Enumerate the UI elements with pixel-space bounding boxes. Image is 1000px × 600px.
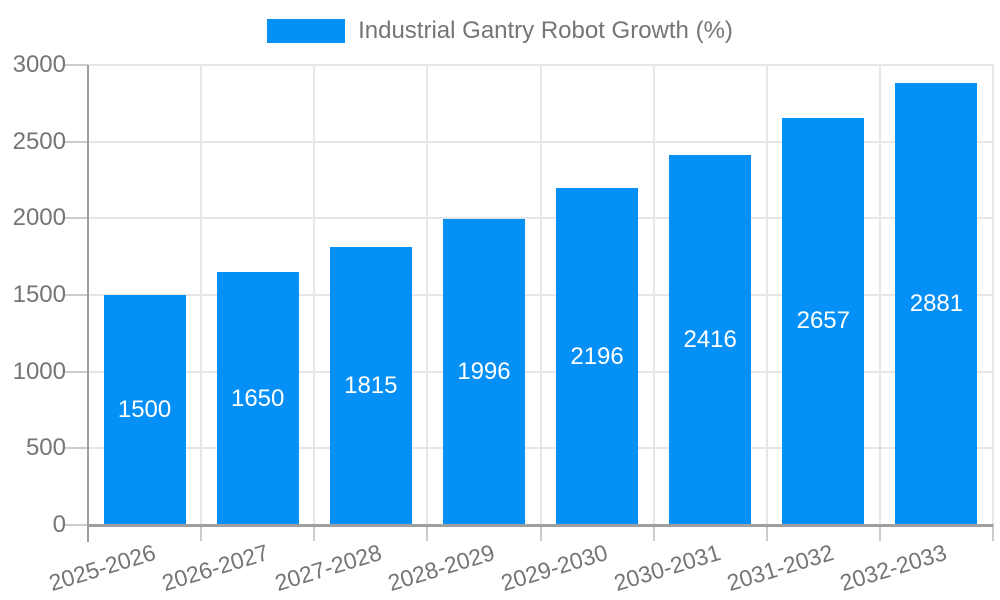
v-gridline: [313, 65, 316, 525]
v-gridline: [992, 65, 994, 525]
legend[interactable]: Industrial Gantry Robot Growth (%): [0, 17, 1000, 45]
bar-value-label: 2416: [683, 325, 737, 353]
v-gridline: [200, 65, 203, 525]
bar-value-label: 2881: [909, 290, 964, 318]
bar[interactable]: 1996: [442, 218, 525, 525]
y-tick: [65, 447, 88, 450]
y-axis-label: 500: [25, 434, 66, 462]
bar[interactable]: 1500: [103, 295, 186, 525]
bar[interactable]: 2416: [669, 154, 752, 525]
y-axis-label: 2000: [12, 204, 66, 232]
y-tick: [65, 294, 88, 296]
bar[interactable]: 1650: [216, 272, 299, 525]
bar-value-label: 2196: [570, 342, 624, 370]
bar[interactable]: 2881: [895, 83, 978, 525]
y-axis-label: 2500: [12, 127, 66, 155]
x-tick: [313, 524, 316, 541]
bar[interactable]: 1815: [329, 246, 412, 525]
y-axis-line: [87, 65, 89, 542]
x-tick: [992, 524, 994, 541]
v-gridline: [765, 65, 768, 525]
bar-value-label: 2657: [796, 307, 850, 335]
y-axis-label: 1000: [12, 357, 66, 385]
x-tick: [200, 524, 203, 541]
v-gridline: [652, 65, 655, 525]
bar-value-label: 1500: [117, 396, 172, 423]
bar[interactable]: 2657: [782, 117, 865, 525]
v-gridline: [878, 65, 881, 525]
bar-value-label: 1650: [230, 384, 285, 412]
x-tick: [652, 524, 655, 541]
y-axis-label: 1500: [12, 281, 66, 308]
y-tick: [65, 64, 88, 66]
bar[interactable]: 2196: [556, 188, 639, 525]
x-tick: [765, 524, 768, 541]
y-axis-label: 3000: [12, 51, 66, 78]
y-tick: [65, 217, 88, 220]
y-tick: [65, 140, 88, 143]
legend-swatch: [267, 19, 346, 43]
y-axis-label: 0: [52, 511, 66, 538]
bar-value-label: 1815: [344, 371, 398, 399]
v-gridline: [539, 65, 542, 525]
v-gridline: [426, 65, 429, 525]
x-tick: [426, 524, 429, 541]
x-tick: [539, 524, 542, 541]
legend-label: Industrial Gantry Robot Growth (%): [358, 17, 733, 44]
x-axis-line: [88, 524, 993, 527]
y-tick: [65, 370, 88, 373]
bar-value-label: 1996: [457, 357, 511, 385]
y-tick: [65, 524, 88, 526]
x-tick: [878, 524, 881, 541]
